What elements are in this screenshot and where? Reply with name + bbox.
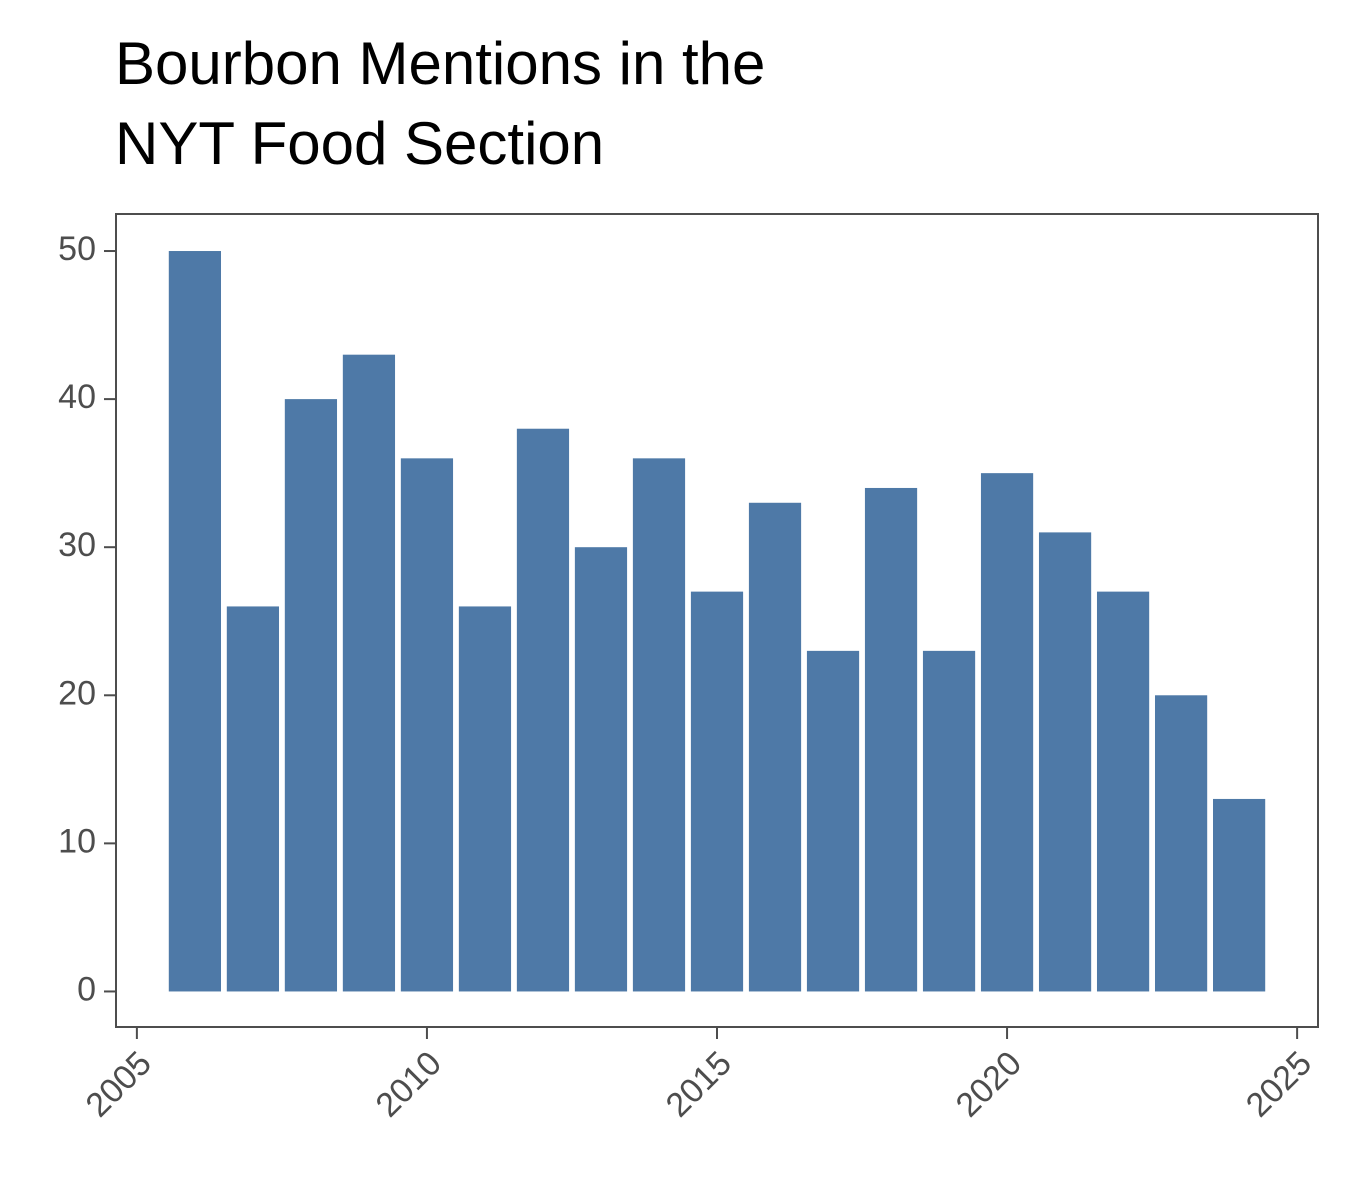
bar [1038,532,1092,992]
bar [168,251,222,992]
bar [400,458,454,992]
y-tick-label: 40 [58,378,96,416]
bar [342,354,396,992]
x-tick-label: 2020 [949,1044,1029,1124]
bar [1154,695,1208,992]
x-tick-label: 2010 [369,1044,449,1124]
x-tick-label: 2015 [659,1044,739,1124]
chart-title: NYT Food Section [115,110,604,177]
bar [458,606,512,992]
bar [690,591,744,992]
y-tick-label: 30 [58,526,96,564]
y-tick-label: 0 [77,970,96,1008]
bar [632,458,686,992]
bar [922,650,976,992]
y-tick-label: 20 [58,674,96,712]
y-tick-label: 10 [58,822,96,860]
chart-title: Bourbon Mentions in the [115,30,765,97]
bar [748,502,802,992]
bar [1212,798,1266,992]
bar [516,428,570,992]
bar [226,606,280,992]
bar [864,487,918,992]
x-tick-label: 2025 [1239,1044,1319,1124]
bar [1096,591,1150,992]
x-tick-label: 2005 [79,1044,159,1124]
y-tick-label: 50 [58,230,96,268]
bar [284,399,338,992]
bar [806,650,860,992]
bar [980,473,1034,992]
bar [574,547,628,992]
